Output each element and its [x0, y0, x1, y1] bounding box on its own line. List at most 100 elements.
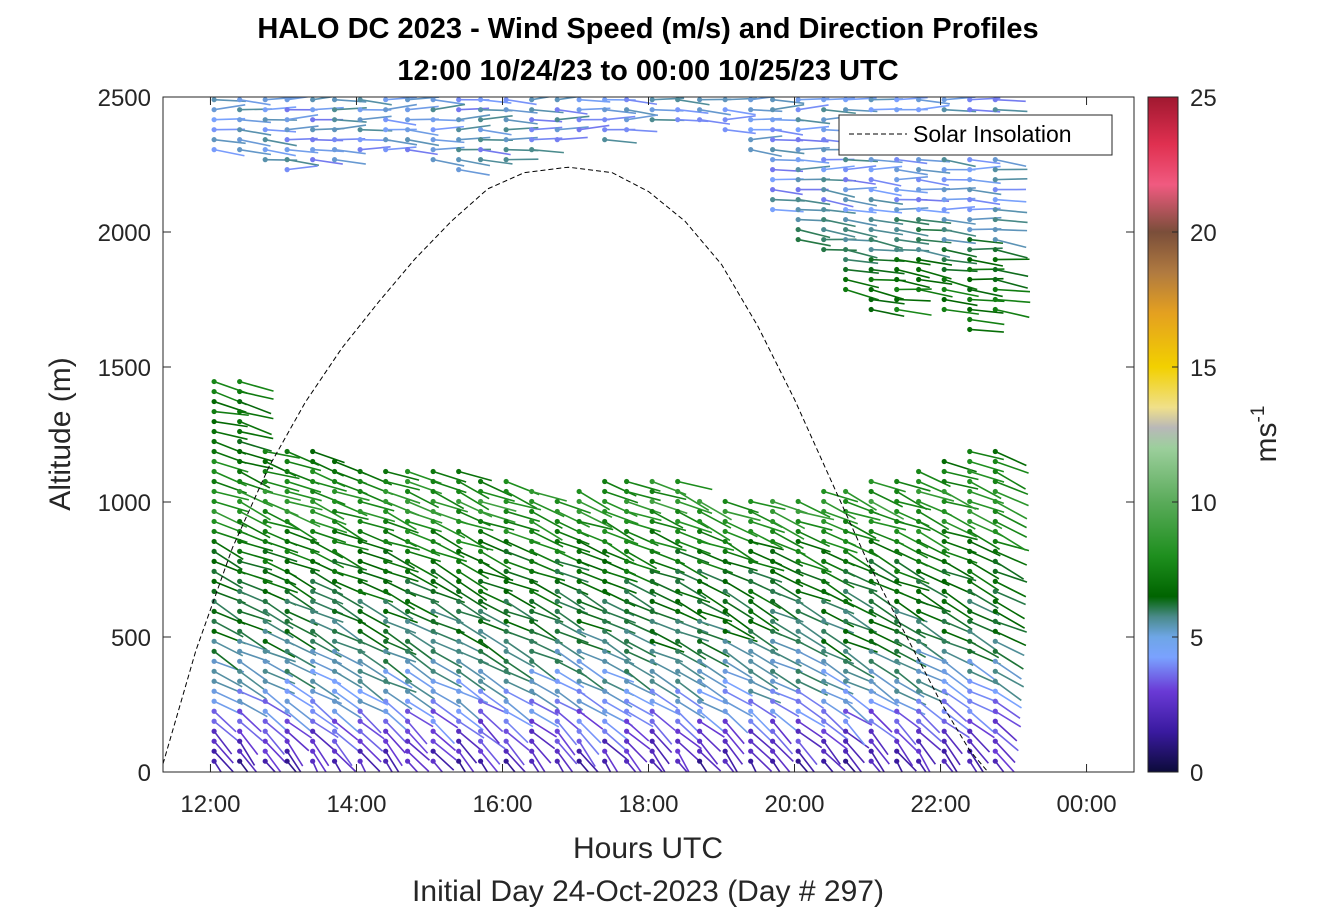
wind-barb-dot [843, 256, 849, 263]
wind-barb [385, 590, 416, 611]
wind-barb [213, 760, 223, 772]
wind-barb-dot [503, 578, 509, 584]
wind-barb [677, 660, 705, 681]
wind-barb [870, 238, 903, 250]
wind-barb [772, 740, 794, 763]
wind-barb-dot [821, 698, 827, 704]
wind-barb [724, 720, 745, 745]
wind-barb [556, 580, 589, 596]
wind-barb [505, 590, 536, 610]
wind-barb-dot [383, 738, 389, 744]
wind-barb-dot [529, 688, 535, 694]
wind-barb [845, 248, 878, 259]
wind-barb [239, 138, 271, 147]
wind-barb [994, 590, 1026, 606]
wind-barb-dot [456, 728, 462, 734]
wind-barb-dot [357, 147, 363, 153]
wind-barb [333, 740, 353, 767]
wind-barb [677, 550, 710, 564]
wind-barb-dot [602, 588, 608, 594]
wind-barb [823, 620, 855, 634]
wind-barb-dot [357, 117, 363, 123]
wind-barb [432, 540, 465, 559]
wind-barb-dot [967, 598, 973, 604]
wind-barb-dot [697, 668, 703, 674]
wind-barb-dot [554, 708, 560, 714]
wind-barb [724, 740, 744, 765]
wind-barb-dot [503, 147, 509, 153]
wind-barb [407, 700, 435, 719]
wind-barb-dot [310, 478, 316, 485]
wind-barb [265, 106, 297, 111]
wind-barb-dot [967, 508, 973, 515]
wind-barb-dot [602, 708, 608, 714]
wind-barb-dot [331, 578, 338, 584]
wind-barb [458, 660, 486, 681]
wind-barb-dot [697, 728, 703, 734]
wind-barb-dot [941, 678, 947, 684]
wind-barb-dot [503, 137, 509, 143]
wind-barb-dot [649, 648, 655, 654]
wind-barb [896, 490, 928, 511]
wind-barb-dot [941, 296, 947, 303]
wind-barb-dot [649, 568, 655, 574]
wind-barb-dot [843, 628, 849, 634]
wind-barb-dot [404, 97, 411, 103]
wind-barb-dot [357, 718, 363, 724]
wind-barb [556, 590, 586, 611]
wind-barb [994, 580, 1027, 598]
wind-barb-dot [430, 618, 436, 624]
wind-barb-dot [894, 187, 900, 193]
wind-barb [724, 640, 754, 658]
wind-barb [797, 640, 828, 658]
wind-barb [334, 124, 367, 131]
wind-barb-dot [284, 628, 290, 634]
wind-barb-dot [770, 157, 776, 163]
wind-barb-dot [477, 127, 484, 133]
wind-barb [823, 218, 856, 228]
wind-barb-dot [795, 236, 801, 243]
wind-barb [918, 278, 953, 285]
wind-barb-dot [310, 127, 316, 133]
wind-barb-dot [357, 588, 363, 594]
wind-barb-dot [992, 578, 998, 584]
wind-barb [896, 600, 925, 622]
wind-barb-dot [843, 157, 849, 163]
wind-barb [556, 650, 584, 671]
wind-barb [604, 660, 634, 678]
wind-barb-dot [576, 728, 582, 734]
wind-barb-dot [967, 246, 973, 253]
wind-barb-dot [284, 468, 290, 475]
wind-barb [312, 450, 345, 464]
wind-barb [994, 450, 1027, 467]
wind-barb-dot [795, 688, 801, 694]
wind-barb-dot [967, 548, 973, 555]
wind-barb-dot [211, 147, 217, 153]
wind-barb-dot [894, 266, 900, 273]
wind-barb-dot [284, 618, 290, 624]
wind-barb-dot [529, 638, 535, 644]
wind-barb [334, 660, 363, 679]
wind-barb-dot [941, 548, 947, 555]
wind-barb [969, 188, 1002, 196]
wind-barb-dot [503, 758, 509, 764]
wind-barb [677, 118, 709, 123]
wind-barb-dot [477, 578, 484, 584]
wind-barb-dot [748, 718, 754, 724]
wind-barb [557, 108, 588, 115]
wind-barb [531, 108, 564, 114]
wind-barb-dot [649, 107, 655, 113]
wind-barb-dot [623, 127, 630, 133]
wind-barb [995, 178, 1028, 181]
wind-barb [870, 680, 897, 703]
wind-barb [286, 114, 319, 121]
wind-barb-dot [894, 286, 900, 293]
wind-barb [896, 168, 928, 176]
wind-barb-dot [916, 728, 922, 734]
wind-barb [698, 760, 708, 772]
wind-barb-dot [262, 468, 268, 475]
wind-barb-dot [383, 688, 389, 694]
wind-barb-dot [916, 678, 922, 684]
wind-barb-dot [967, 458, 973, 465]
wind-barb-dot [675, 538, 681, 545]
